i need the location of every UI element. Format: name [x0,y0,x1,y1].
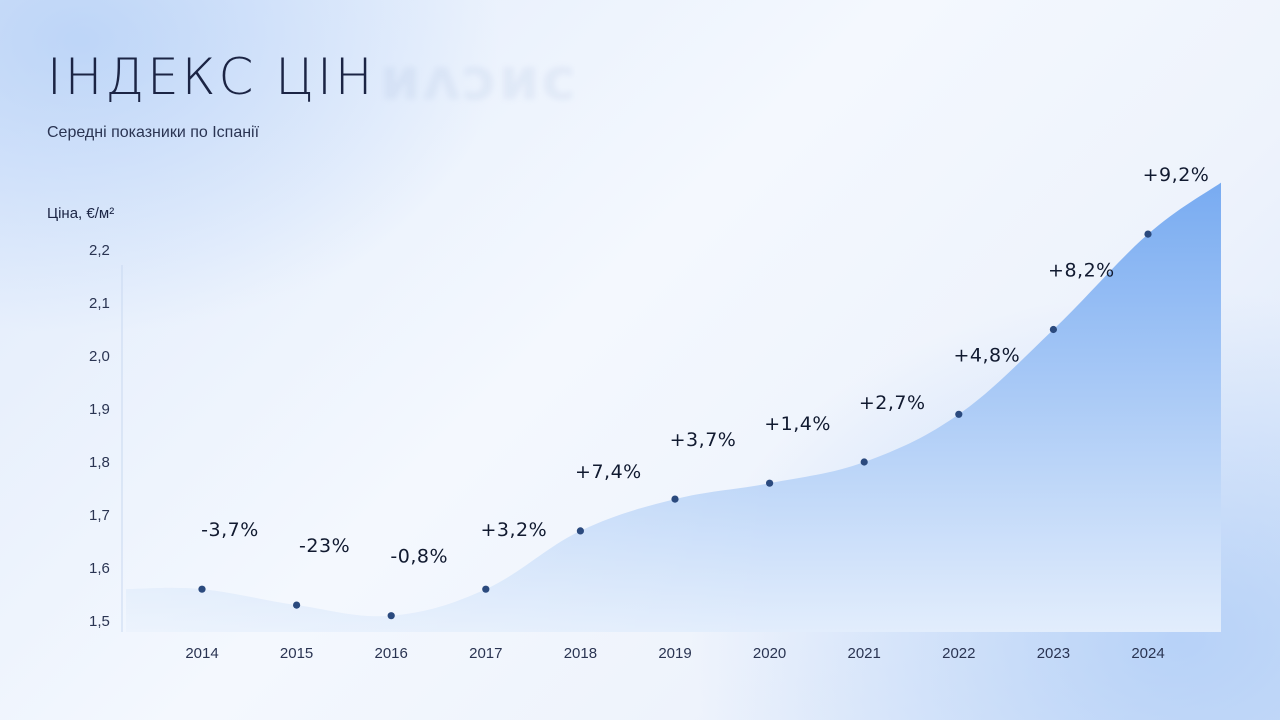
data-label: +7,4% [575,461,642,483]
y-tick-label: 1,7 [89,507,110,524]
y-tick-label: 2,0 [89,348,110,365]
page-subtitle: Середні показники по Іспанії [47,124,260,141]
x-tick-label: 2023 [1037,645,1070,662]
page-title: ІНДЕКС ЦІН [47,48,376,106]
x-ticks: 2014 2015 2016 2017 2018 2019 2020 2021 2022 2023… [185,645,1164,662]
y-tick-label: 1,9 [89,401,110,418]
watermark-logo: ᴎᴧᴐᴎᴄ [380,45,578,113]
data-point [1049,325,1057,334]
data-label: +2,7% [859,392,926,414]
y-axis-label: Ціна, €/м² [47,205,114,222]
data-point [576,527,585,535]
price-area-highlight [126,182,1221,632]
points-layer [198,230,1152,620]
data-point [860,458,868,466]
x-tick-label: 2024 [1131,645,1164,662]
y-tick-label: 2,2 [89,242,110,259]
data-label: +8,2% [1048,260,1115,282]
x-tick-label: 2014 [185,645,218,662]
y-ticks: 1,5 1,6 1,7 1,8 1,9 2,0 2,1 2,2 [89,242,110,630]
x-tick-label: 2016 [375,645,408,662]
data-label: +4,8% [953,344,1020,366]
x-tick-label: 2018 [564,645,597,662]
data-point [293,601,301,609]
y-tick-label: 1,6 [89,560,110,577]
x-tick-label: 2020 [753,645,786,662]
x-tick-label: 2019 [658,645,691,662]
x-tick-label: 2021 [848,645,881,662]
area-layer [126,182,1221,632]
labels-layer: -3,7% -23% -0,8% +3,2% +7,4% +3,7% +1,4% +2,7% +… [201,164,1209,568]
data-point [482,585,490,593]
x-tick-label: 2017 [469,645,502,662]
data-point [671,495,679,503]
data-label: +3,7% [670,429,737,451]
data-label: +3,2% [480,519,547,541]
y-tick-label: 1,5 [89,613,110,630]
y-tick-label: 1,8 [89,454,110,471]
data-label: -3,7% [201,519,259,541]
y-tick-label: 2,1 [89,295,110,312]
data-point [1144,230,1152,238]
data-point [766,479,774,487]
x-tick-label: 2022 [942,645,975,662]
data-point [387,612,395,620]
data-point [955,410,963,418]
x-tick-label: 2015 [280,645,313,662]
data-point [198,585,206,593]
data-label: -0,8% [390,546,448,568]
data-label: -23% [299,535,350,557]
data-label: +1,4% [764,413,831,435]
data-label: +9,2% [1143,164,1210,186]
